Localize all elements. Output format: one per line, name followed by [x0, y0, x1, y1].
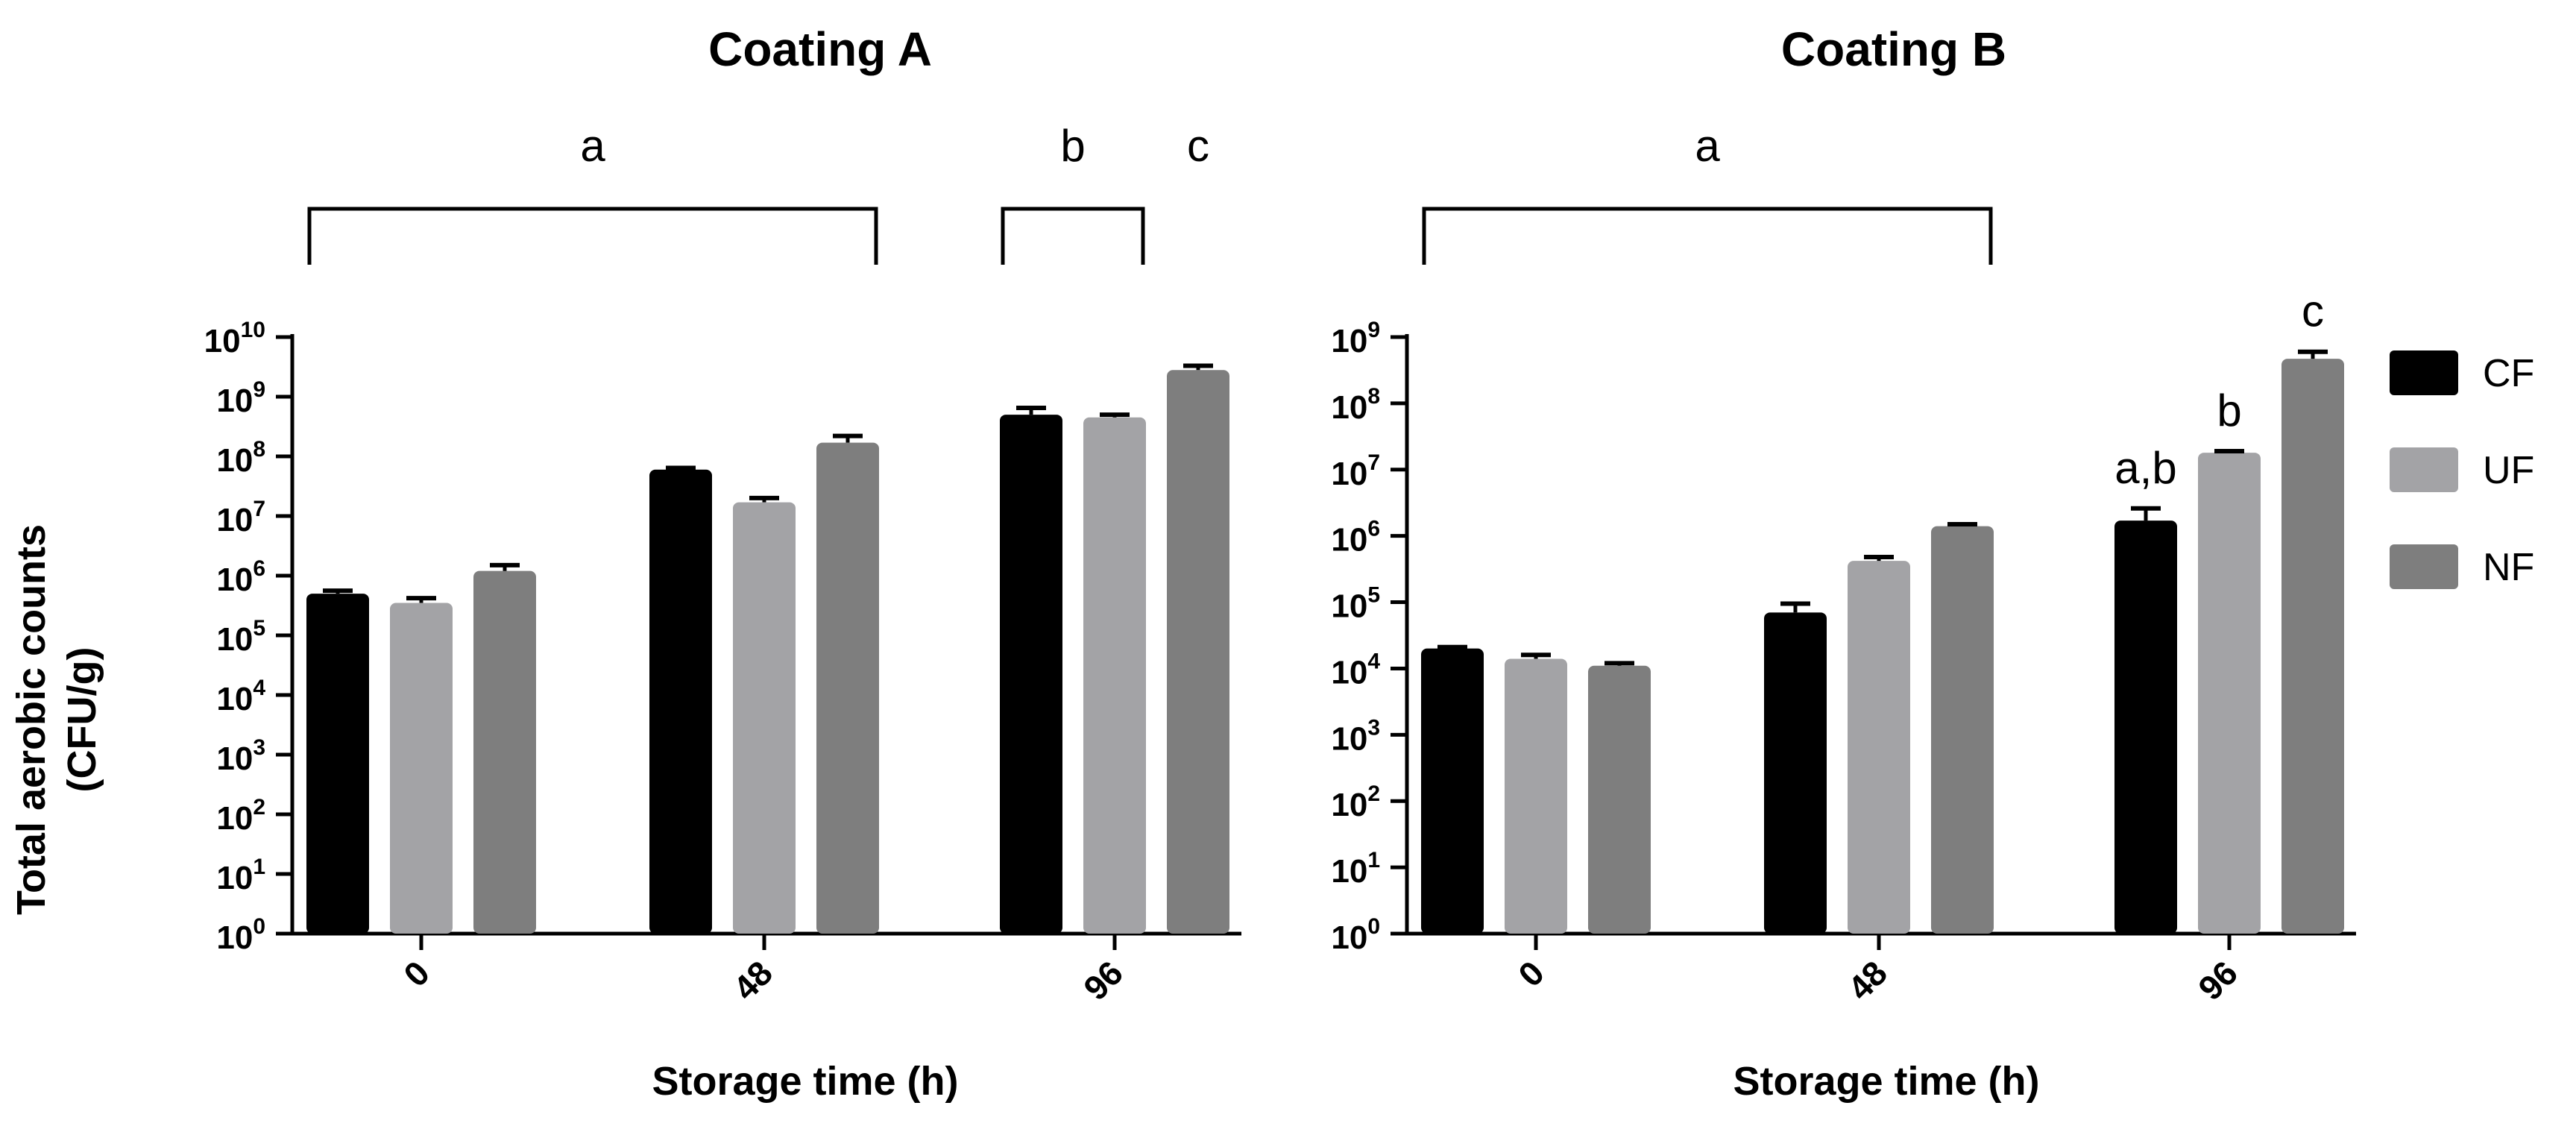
y-tick-label: 109 — [216, 377, 265, 419]
y-tick-label: 106 — [216, 556, 265, 598]
y-tick-label: 102 — [1331, 782, 1380, 823]
y-tick-label: 102 — [216, 795, 265, 837]
bar-nf — [2281, 359, 2344, 934]
significance-label: b — [1060, 121, 1085, 171]
bar-uf — [1083, 417, 1146, 934]
legend-swatch-nf — [2390, 544, 2458, 589]
significance-bracket — [1001, 207, 1145, 265]
bar-cf — [2114, 521, 2177, 934]
y-tick-label: 108 — [216, 437, 265, 479]
bar-cf — [1764, 612, 1827, 934]
y-tick-label: 104 — [1331, 649, 1380, 691]
bar-nf — [1931, 526, 1994, 934]
bar-cf — [1000, 415, 1062, 934]
bar-nf — [1167, 370, 1229, 934]
y-tick-label: 105 — [216, 616, 265, 658]
y-tick-label: 109 — [1331, 318, 1380, 359]
y-tick-label: 106 — [1331, 517, 1380, 559]
bar-uf — [390, 603, 453, 934]
bar-cf — [1421, 648, 1484, 934]
legend-swatch-cf — [2390, 350, 2458, 395]
chart-title: Coating A — [708, 22, 932, 76]
significance-bracket — [1422, 207, 1993, 265]
x-tick-label: 48 — [1840, 953, 1895, 1007]
bar-uf — [1505, 658, 1567, 934]
x-tick-label: 96 — [1076, 953, 1130, 1007]
panel-coating-b: Coating B 100 101 102 103 104 105 106 107 108 109 0… — [1331, 22, 2356, 1104]
x-axis-title: Storage time (h) — [1733, 1059, 2039, 1104]
bar-uf — [1848, 561, 1910, 934]
bar-significance-label: a,b — [2114, 443, 2176, 493]
significance-label: c — [1187, 121, 1209, 171]
y-tick-label: 107 — [216, 497, 265, 538]
y-tick-label: 100 — [216, 914, 265, 956]
y-tick-label: 108 — [1331, 384, 1380, 426]
y-tick-label: 104 — [216, 676, 265, 717]
bar-uf — [2198, 453, 2261, 934]
y-tick-label: 107 — [1331, 450, 1380, 492]
y-axis-title: Total aerobic counts — [9, 524, 54, 915]
y-tick-label: 105 — [1331, 583, 1380, 625]
significance-label: a — [580, 121, 605, 171]
panel-coating-a: Coating A 100 101 102 103 104 105 106 107 108 109 1… — [204, 22, 1241, 1104]
bar-nf — [816, 442, 879, 934]
bar-nf — [473, 570, 536, 934]
x-axis-title: Storage time (h) — [652, 1059, 958, 1104]
x-tick-label: 96 — [2191, 953, 2245, 1007]
y-tick-label: 101 — [1331, 848, 1380, 890]
legend: CF UF NF — [2390, 350, 2534, 589]
bar-nf — [1588, 665, 1651, 934]
significance-label: a — [1695, 121, 1720, 171]
legend-label-cf: CF — [2483, 352, 2534, 395]
bar-cf — [306, 594, 369, 934]
significance-bracket — [307, 207, 878, 265]
bar-uf — [733, 502, 796, 934]
bar-significance-label: c — [2302, 286, 2324, 336]
y-tick-label: 103 — [1331, 715, 1380, 757]
bar-cf — [649, 469, 712, 934]
legend-label-nf: NF — [2483, 546, 2534, 589]
y-tick-label: 1010 — [204, 318, 265, 359]
x-tick-label: 0 — [396, 953, 437, 994]
y-tick-label: 101 — [216, 855, 265, 896]
bar-significance-label: b — [2217, 386, 2241, 435]
legend-swatch-uf — [2390, 447, 2458, 492]
legend-label-uf: UF — [2483, 449, 2534, 492]
x-tick-label: 0 — [1511, 953, 1552, 994]
chart-title: Coating B — [1781, 22, 2006, 76]
y-tick-label: 100 — [1331, 914, 1380, 956]
y-axis-unit: (CFU/g) — [60, 647, 104, 793]
y-tick-label: 103 — [216, 735, 265, 777]
x-tick-label: 48 — [725, 953, 780, 1007]
